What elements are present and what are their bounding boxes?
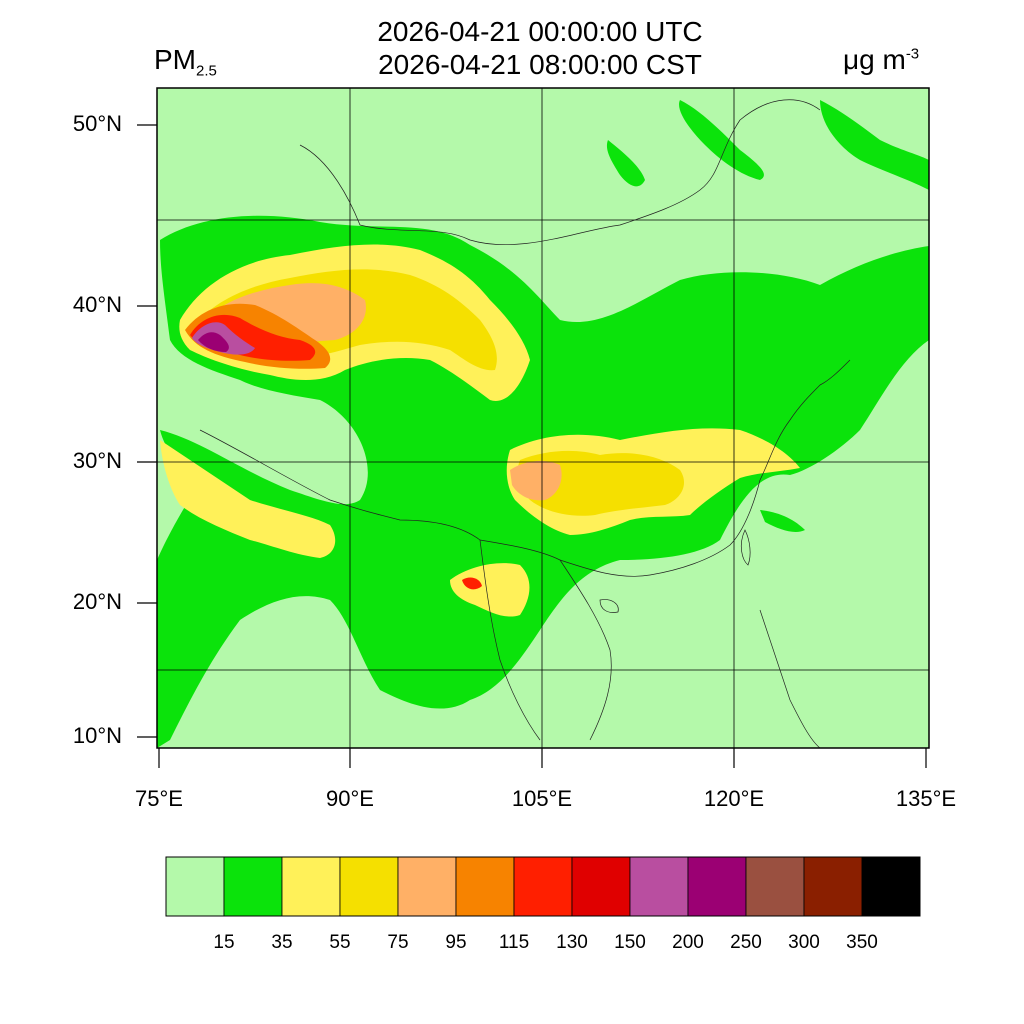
colorbar-label: 115 <box>498 932 530 953</box>
border-indochina <box>479 539 541 741</box>
colorbar-swatch <box>397 856 457 917</box>
colorbar-label: 250 <box>730 932 762 953</box>
colorbar-swatch <box>165 856 225 917</box>
coast-philippines <box>759 609 821 748</box>
colorbar-label: 350 <box>846 932 878 953</box>
level-200-250 <box>198 332 229 352</box>
coast-south-china <box>559 559 612 741</box>
plume-north-1 <box>679 100 764 180</box>
plume-sichuan-orange <box>510 460 562 501</box>
plume-tarim-core-purple <box>198 332 229 352</box>
colorbar-label: 55 <box>329 932 351 953</box>
border-china-west <box>299 99 821 246</box>
utc-timestamp: 2026-04-21 00:00:00 UTC <box>377 16 703 47</box>
lon-tick-105: 105°E <box>511 786 573 811</box>
island-hainan <box>599 599 619 613</box>
plume-north-3 <box>606 140 645 187</box>
concentration-field <box>157 88 929 748</box>
tick-marks <box>137 124 927 768</box>
lon-tick-135: 135°E <box>895 786 957 811</box>
gridlines <box>157 88 929 748</box>
colorbar-swatch <box>687 856 747 917</box>
lat-tick-40: 40°N <box>72 292 122 317</box>
colorbar-swatch <box>339 856 399 917</box>
variable-label: PM2.5 <box>154 44 217 80</box>
lat-tick-50: 50°N <box>72 111 122 136</box>
colorbar-swatch <box>223 856 283 917</box>
lon-tick-75: 75°E <box>135 786 183 811</box>
colorbar-swatch <box>629 856 689 917</box>
variable-subscript: 2.5 <box>196 62 217 80</box>
coast-east-china <box>759 359 851 481</box>
lat-tick-10: 10°N <box>72 723 122 748</box>
colorbar-label: 95 <box>445 932 467 953</box>
units-superscript: -3 <box>905 45 920 63</box>
colorbar-label: 130 <box>556 932 588 953</box>
colorbar-swatch <box>861 856 921 917</box>
border-china-south <box>199 429 761 577</box>
plume-north-2 <box>820 100 929 190</box>
units-label: μg m-3 <box>843 44 919 76</box>
units-base: μg m <box>843 44 906 75</box>
colorbar-label: 35 <box>271 932 293 953</box>
colorbar-label: 75 <box>387 932 409 953</box>
lon-tick-90: 90°E <box>326 786 374 811</box>
colorbar-swatch <box>803 856 863 917</box>
colorbar-label: 300 <box>788 932 820 953</box>
lat-tick-30: 30°N <box>72 448 122 473</box>
colorbar-swatch <box>281 856 341 917</box>
colorbar-label: 15 <box>213 932 235 953</box>
colorbar <box>165 856 921 917</box>
island-taiwan <box>740 529 751 566</box>
colorbar-swatch <box>455 856 515 917</box>
colorbar-label: 150 <box>614 932 646 953</box>
plume-east <box>760 510 805 533</box>
plume-tibet-south <box>160 440 336 558</box>
colorbar-swatch <box>571 856 631 917</box>
lon-tick-120: 120°E <box>703 786 765 811</box>
borders <box>199 99 851 748</box>
colorbar-swatch <box>513 856 573 917</box>
colorbar-outline <box>165 856 921 917</box>
variable-base: PM <box>154 44 196 75</box>
colorbar-swatch <box>745 856 805 917</box>
hotspot-indochina <box>462 577 482 590</box>
local-timestamp: 2026-04-21 08:00:00 CST <box>378 49 702 80</box>
plume-indochina-yellow <box>450 563 530 617</box>
lat-tick-20: 20°N <box>72 589 122 614</box>
colorbar-label: 200 <box>672 932 704 953</box>
map-frame <box>156 87 930 749</box>
